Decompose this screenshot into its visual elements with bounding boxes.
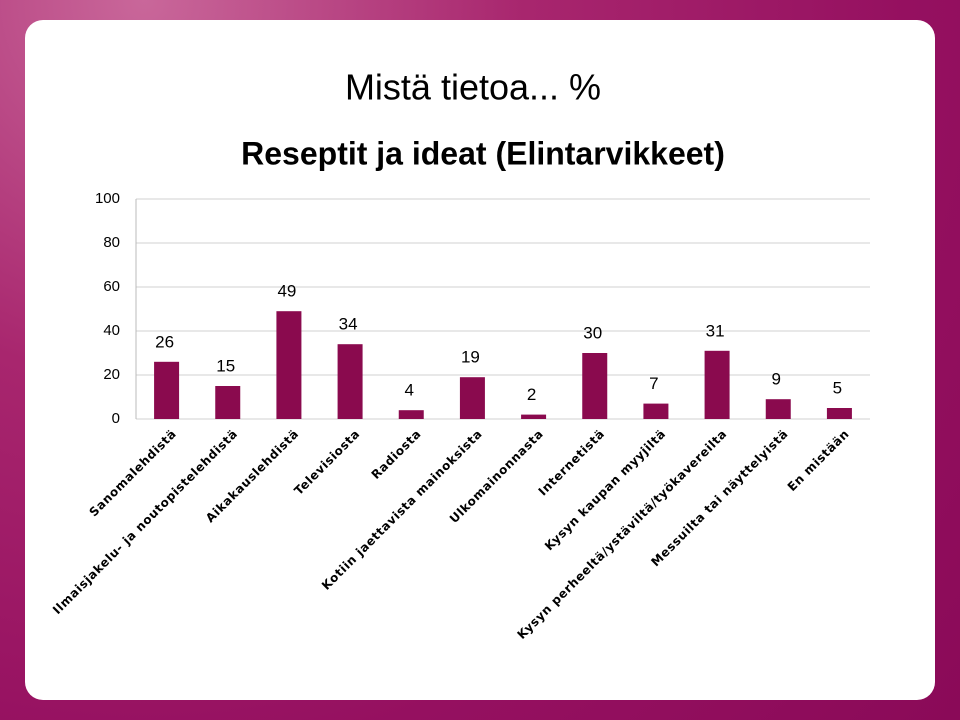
x-tick-label: Messuilta tai näyttelyistä: [648, 427, 791, 570]
bar: [337, 344, 363, 419]
x-tick-label: Televisiosta: [292, 427, 363, 498]
bar: [582, 353, 608, 419]
y-tick-label: 80: [103, 234, 120, 251]
value-label: 4: [405, 381, 414, 400]
slide-card: [25, 20, 935, 700]
value-label: 9: [772, 370, 781, 389]
value-label: 34: [339, 315, 358, 334]
bar: [643, 403, 669, 419]
value-label: 49: [277, 282, 296, 301]
bar: [215, 386, 241, 419]
bar: [521, 414, 547, 419]
bar: [765, 399, 791, 419]
value-label: 19: [461, 348, 480, 367]
value-label: 31: [706, 321, 725, 340]
y-tick-label: 100: [95, 190, 120, 207]
value-label: 5: [833, 378, 842, 397]
x-tick-label: En mistään: [785, 427, 852, 494]
value-label: 7: [649, 374, 658, 393]
x-tick-label: Radiosta: [369, 427, 424, 482]
bar: [459, 377, 485, 419]
y-tick-label: 40: [103, 322, 120, 339]
value-label: 2: [527, 385, 536, 404]
value-label: 15: [216, 356, 235, 375]
bar: [398, 410, 424, 419]
x-tick-label: Kysyn kaupan myyjiltä: [542, 427, 669, 554]
bar: [826, 408, 852, 419]
y-tick-label: 60: [103, 278, 120, 295]
value-label: 26: [155, 332, 174, 351]
bar: [276, 311, 302, 419]
bar: [154, 361, 180, 419]
x-tick-label: Kysyn perheeltä/ystäviltä/työkavereilta: [515, 427, 730, 642]
bar: [704, 350, 730, 419]
value-label: 30: [583, 323, 602, 342]
chart-title: Reseptit ja ideat (Elintarvikkeet): [241, 135, 725, 171]
y-tick-label: 20: [103, 366, 120, 383]
y-tick-label: 0: [112, 410, 120, 427]
slide-title: Mistä tietoa... %: [345, 67, 601, 108]
